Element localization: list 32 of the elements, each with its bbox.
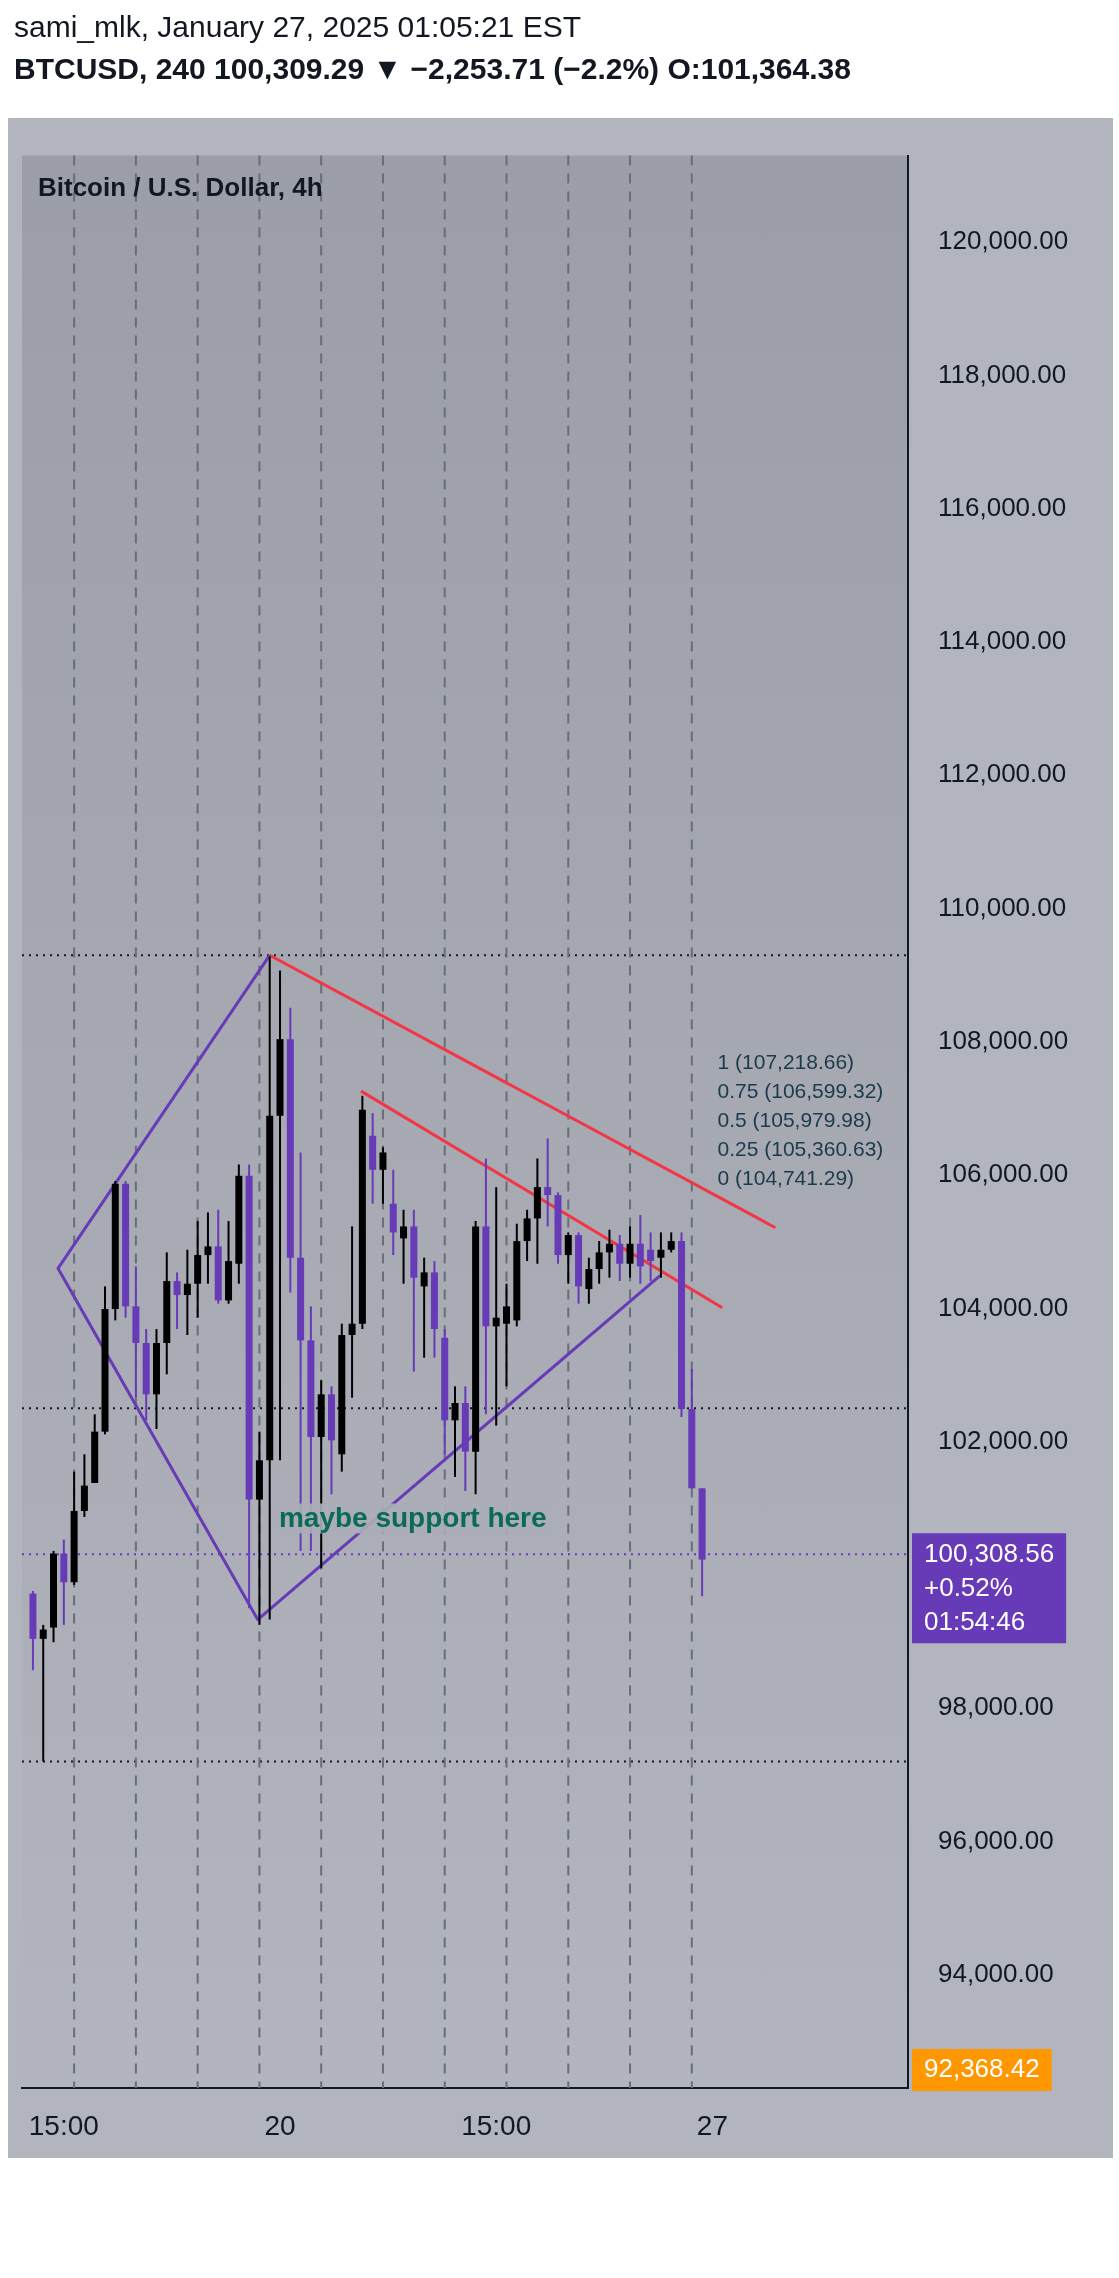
x-tick-label: 15:00: [28, 2109, 99, 2141]
annotation: maybe support here: [278, 1502, 547, 1534]
y-tick-label: 104,000.00: [938, 1291, 1069, 1322]
y-tick-label: 118,000.00: [938, 358, 1067, 389]
y-tick-label: 110,000.00: [938, 891, 1067, 922]
annotation: 0.5 (105,979.98): [717, 1107, 872, 1131]
candlestick: [39, 1624, 47, 1762]
annotation: 0.25 (105,360.63): [717, 1136, 884, 1160]
text: Bitcoin / U.S. Dollar, 4h: [38, 171, 323, 202]
y-tick-label: 98,000.00: [938, 1691, 1054, 1722]
ref-line-label: 100,308.56 +0.52% 01:54:46: [924, 1537, 1055, 1636]
text: 92,368.42: [924, 2053, 1040, 2084]
y-tick-label: 96,000.00: [938, 1824, 1054, 1855]
x-tick-label: 20: [264, 2109, 296, 2141]
x-tick-label: 15:00: [461, 2109, 532, 2141]
candlestick: [348, 1226, 356, 1398]
annotation: 1 (107,218.66): [717, 1049, 855, 1073]
annotation: 0.75 (106,599.32): [717, 1078, 884, 1102]
y-tick-label: 114,000.00: [938, 625, 1067, 656]
y-tick-label: 112,000.00: [938, 758, 1067, 789]
candlestick: [492, 1187, 500, 1426]
y-tick-label: 102,000.00: [938, 1424, 1069, 1455]
y-tick-label: 120,000.00: [938, 225, 1069, 256]
x-tick-label: 27: [696, 2109, 728, 2141]
annotation: 0 (104,741.29): [717, 1165, 855, 1189]
y-tick-label: 116,000.00: [938, 491, 1067, 522]
text: sami_mlk, January 27, 2025 01:05:21 EST: [14, 9, 582, 45]
y-tick-label: 94,000.00: [938, 1957, 1054, 1988]
y-tick-label: 108,000.00: [938, 1025, 1069, 1056]
candlestick: [544, 1138, 552, 1227]
chart-subtitle: BTCUSD, 240 100,309.29 ▼ −2,253.71 (−2.2%) O:101,364.38: [14, 51, 851, 87]
y-tick-label: 106,000.00: [938, 1158, 1069, 1189]
